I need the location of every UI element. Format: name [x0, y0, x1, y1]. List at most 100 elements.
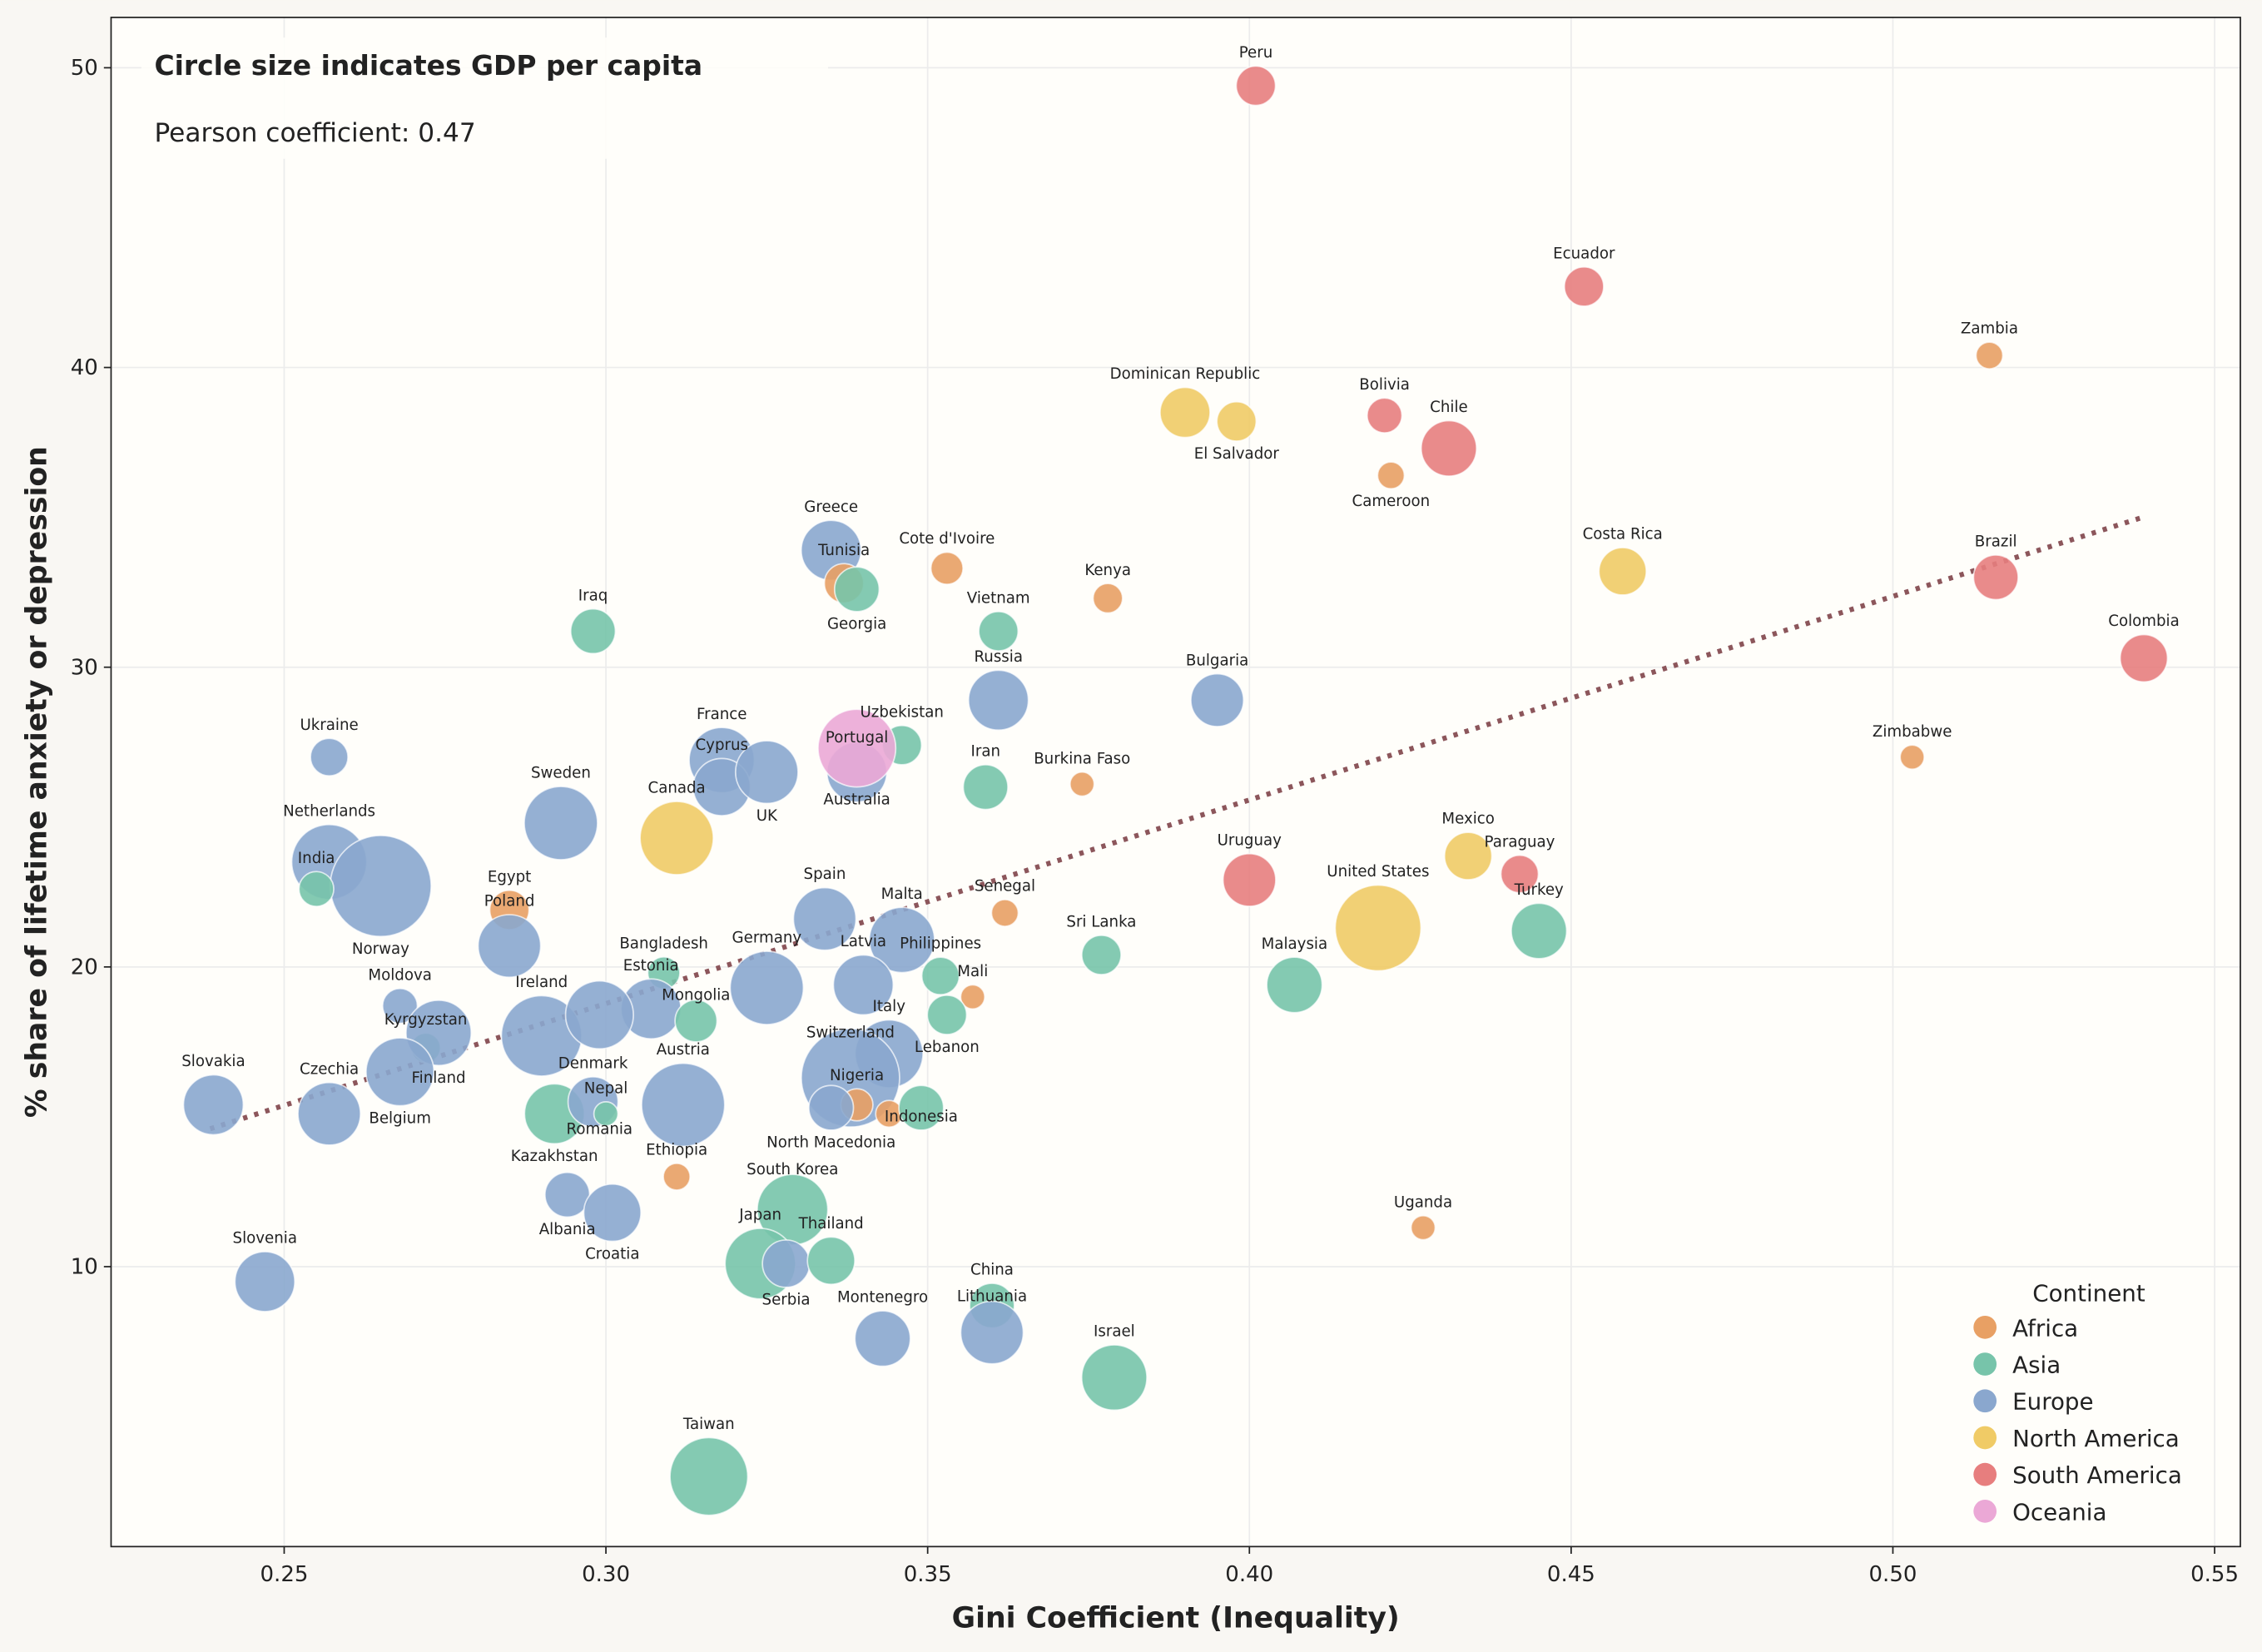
- legend-marker: [1973, 1389, 1997, 1413]
- point-slovakia: [182, 1074, 245, 1136]
- point-label: Nepal: [584, 1079, 628, 1097]
- point-iraq: [569, 608, 617, 655]
- point-poland: [477, 914, 542, 979]
- point-label: UK: [756, 807, 778, 825]
- point-iran: [962, 764, 1009, 811]
- point-label: Australia: [823, 791, 890, 808]
- point-label: Philippines: [900, 935, 981, 953]
- point-label: Uzbekistan: [861, 703, 944, 721]
- y-tick-label: 10: [71, 1255, 98, 1280]
- point-russia: [967, 669, 1029, 732]
- legend-entry: Africa: [2012, 1314, 2078, 1342]
- point-label: Dominican Republic: [1110, 365, 1261, 383]
- point-label: Czechia: [300, 1060, 359, 1078]
- point-spain: [792, 886, 857, 951]
- point-indonesia: [898, 1084, 945, 1131]
- point-label: Tunisia: [817, 542, 870, 559]
- point-mali: [960, 984, 986, 1010]
- point-label: Mongolia: [662, 986, 730, 1004]
- point-label: Moldova: [368, 966, 431, 984]
- y-tick-label: 30: [71, 655, 98, 680]
- point-chile: [1420, 419, 1478, 477]
- point-latvia: [832, 954, 895, 1016]
- x-tick-label: 0.25: [260, 1562, 309, 1587]
- point-bolivia: [1366, 397, 1403, 434]
- point-label: Finland: [412, 1069, 466, 1087]
- point-lithuania: [960, 1300, 1024, 1365]
- point-label: Kyrgyzstan: [384, 1011, 468, 1029]
- point-label: Denmark: [558, 1054, 628, 1072]
- point-label: Paraguay: [1485, 833, 1555, 851]
- x-tick-label: 0.40: [1225, 1562, 1273, 1587]
- point-label: Ethiopia: [646, 1141, 707, 1158]
- point-label: El Salvador: [1194, 445, 1280, 463]
- point-label: Estonia: [623, 957, 679, 975]
- point-label: Kenya: [1084, 562, 1131, 579]
- point-label: Bangladesh: [619, 935, 708, 952]
- point-label: Albania: [539, 1221, 596, 1238]
- y-axis-ticks: 10 20 30 40 50: [71, 56, 112, 1280]
- point-ecuador: [1563, 265, 1605, 307]
- point-taiwan: [669, 1436, 749, 1516]
- point-label: Norway: [352, 940, 409, 958]
- point-cote-d-ivoire: [930, 551, 965, 586]
- point-label: Cote d'Ivoire: [899, 530, 995, 548]
- point-label: Ecuador: [1553, 245, 1615, 262]
- point-label: Turkey: [1514, 881, 1564, 899]
- point-label: Kazakhstan: [511, 1148, 598, 1165]
- point-india: [298, 871, 335, 907]
- point-label: Costa Rica: [1583, 526, 1663, 543]
- legend-marker: [1973, 1315, 1997, 1339]
- point-israel: [1080, 1344, 1148, 1411]
- point-costa-rica: [1598, 547, 1648, 596]
- annotation-box: [141, 37, 828, 159]
- point-sri-lanka: [1080, 934, 1122, 975]
- point-cameroon: [1377, 461, 1406, 490]
- point-georgia: [833, 566, 880, 613]
- legend-marker: [1973, 1462, 1997, 1486]
- point-label: Spain: [804, 866, 846, 883]
- y-tick-label: 20: [71, 955, 98, 980]
- point-label: Nigeria: [830, 1067, 884, 1084]
- plot-area: [111, 17, 2240, 1547]
- point-australia: [817, 708, 897, 788]
- point-label: Slovakia: [181, 1053, 245, 1070]
- point-label: France: [697, 706, 747, 723]
- legend-entry: Asia: [2012, 1351, 2061, 1378]
- point-label: Croatia: [585, 1245, 639, 1263]
- point-label: Montenegro: [837, 1289, 928, 1307]
- point-label: Zambia: [1961, 320, 2018, 338]
- legend-entry: South America: [2012, 1461, 2182, 1489]
- point-label: Mexico: [1441, 811, 1495, 828]
- point-label: United States: [1327, 863, 1429, 881]
- y-axis-label: % share of lifetime anxiety or depressio…: [20, 446, 53, 1118]
- point-colombia: [2119, 633, 2169, 683]
- point-north-macedonia: [808, 1084, 855, 1131]
- point-label: Brazil: [1975, 533, 2017, 550]
- point-ethiopia: [662, 1162, 692, 1191]
- point-label: Greece: [804, 499, 858, 516]
- x-tick-label: 0.45: [1547, 1562, 1595, 1587]
- point-brazil: [1972, 553, 2019, 601]
- point-label: Austria: [657, 1041, 710, 1059]
- point-label: Ukraine: [300, 717, 358, 734]
- x-tick-label: 0.35: [904, 1562, 952, 1587]
- point-serbia: [761, 1239, 811, 1288]
- point-united-states: [1334, 884, 1422, 972]
- point-label: Portugal: [826, 729, 888, 747]
- point-croatia: [583, 1183, 642, 1243]
- point-label: Israel: [1094, 1323, 1135, 1341]
- point-label: North Macedonia: [766, 1134, 895, 1152]
- point-label: Uruguay: [1218, 831, 1282, 849]
- point-label: Ireland: [515, 974, 568, 991]
- x-axis-ticks: 0.25 0.30 0.35 0.40 0.45 0.50 0.55: [260, 1546, 2239, 1587]
- x-tick-label: 0.30: [582, 1562, 630, 1587]
- legend-entry: North America: [2012, 1425, 2180, 1452]
- point-austria: [641, 1062, 726, 1148]
- point-montenegro: [854, 1310, 911, 1367]
- point-turkey: [1510, 902, 1568, 960]
- legend-marker: [1973, 1352, 1997, 1376]
- point-lebanon: [926, 994, 968, 1035]
- legend-marker: [1973, 1426, 1997, 1450]
